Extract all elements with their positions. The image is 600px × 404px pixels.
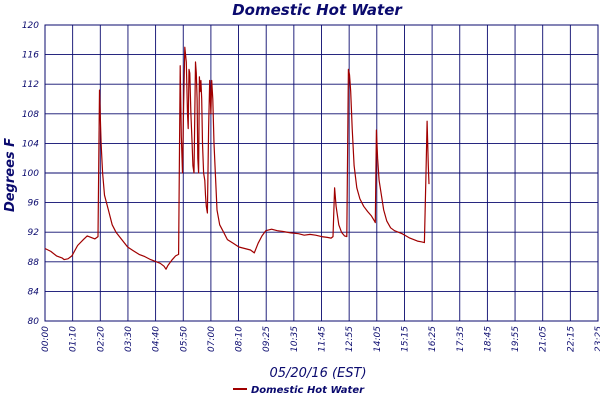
x-tick-label: 04:40 [152, 326, 162, 352]
x-tick-label: 15:15 [400, 326, 410, 352]
chart-title: Domestic Hot Water [232, 1, 403, 19]
x-axis-label: 05/20/16 (EST) [269, 366, 366, 381]
x-tick-label: 22:15 [566, 326, 576, 352]
y-tick-label: 116 [22, 51, 39, 61]
y-tick-label: 96 [28, 199, 40, 209]
x-tick-label: 16:25 [428, 326, 438, 352]
y-tick-label: 104 [22, 139, 39, 149]
x-tick-label: 07:00 [207, 326, 217, 352]
y-axis-ticks: 80 84 88 92 96 100 104 108 112 116 120 [22, 21, 39, 327]
y-tick-label: 120 [22, 21, 39, 31]
x-tick-label: 23:25 [594, 326, 600, 352]
x-tick-label: 19:55 [511, 326, 521, 352]
x-tick-label: 11:45 [318, 326, 328, 352]
x-tick-label: 03:30 [124, 326, 134, 352]
legend: Domestic Hot Water [233, 385, 365, 396]
y-tick-label: 88 [28, 258, 40, 268]
series-line-domestic-hot-water [44, 46, 430, 270]
x-tick-label: 09:25 [262, 326, 272, 352]
y-tick-label: 108 [22, 110, 39, 120]
y-tick-label: 80 [28, 317, 40, 327]
series-layer [44, 46, 430, 270]
y-tick-label: 100 [22, 169, 39, 179]
x-tick-label: 12:55 [345, 326, 355, 352]
y-tick-label: 92 [28, 228, 40, 238]
x-tick-label: 18:45 [483, 326, 493, 352]
legend-label: Domestic Hot Water [251, 385, 365, 396]
grid [45, 25, 598, 321]
x-tick-label: 00:00 [41, 326, 51, 352]
x-tick-label: 08:10 [235, 326, 245, 352]
x-tick-label: 05:50 [179, 326, 189, 352]
x-axis-ticks: 00:00 01:10 02:20 03:30 04:40 05:50 07:00 08:10… [41, 326, 600, 352]
x-tick-label: 02:20 [96, 326, 106, 352]
x-tick-label: 01:10 [69, 326, 79, 352]
x-tick-label: 14:05 [373, 326, 383, 352]
x-tick-label: 10:35 [290, 326, 300, 352]
plot-frame [44, 24, 599, 322]
y-axis-label: Degrees F [3, 138, 18, 212]
y-tick-label: 84 [28, 287, 40, 297]
y-tick-label: 112 [22, 80, 39, 90]
x-tick-label: 21:05 [539, 326, 549, 352]
x-tick-label: 17:35 [456, 326, 466, 352]
